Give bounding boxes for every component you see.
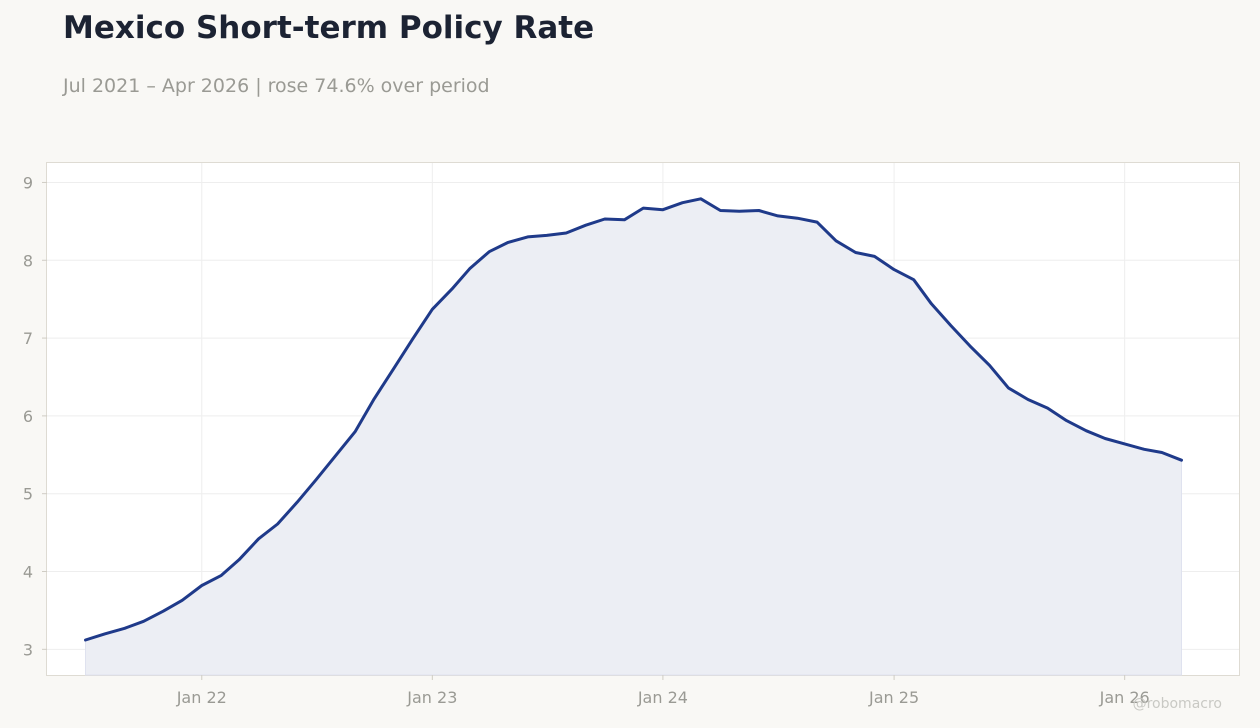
y-axis: 3 4 5 6 7 8 9 <box>23 173 47 659</box>
x-tick-label: Jan 22 <box>176 688 227 707</box>
x-tick-label: Jan 23 <box>406 688 457 707</box>
y-tick-label: 5 <box>23 485 33 504</box>
chart-subtitle: Jul 2021 – Apr 2026 | rose 74.6% over pe… <box>63 75 490 97</box>
x-tick-label: Jan 25 <box>868 688 919 707</box>
y-tick-label: 3 <box>23 640 33 659</box>
series-line <box>84 197 1183 642</box>
y-tick-label: 4 <box>23 563 33 582</box>
y-tick-label: 8 <box>23 251 33 270</box>
y-tick-label: 9 <box>23 173 33 192</box>
y-tick-label: 6 <box>23 407 33 426</box>
chart-title: Mexico Short-term Policy Rate <box>63 10 595 46</box>
watermark: @robomacro <box>1132 696 1222 712</box>
y-tick-label: 7 <box>23 329 33 348</box>
x-tick-label: Jan 24 <box>637 688 688 707</box>
x-axis: Jan 22 Jan 23 Jan 24 Jan 25 Jan 26 <box>176 675 1150 707</box>
x-tick-label: Jan 26 <box>1099 688 1150 707</box>
